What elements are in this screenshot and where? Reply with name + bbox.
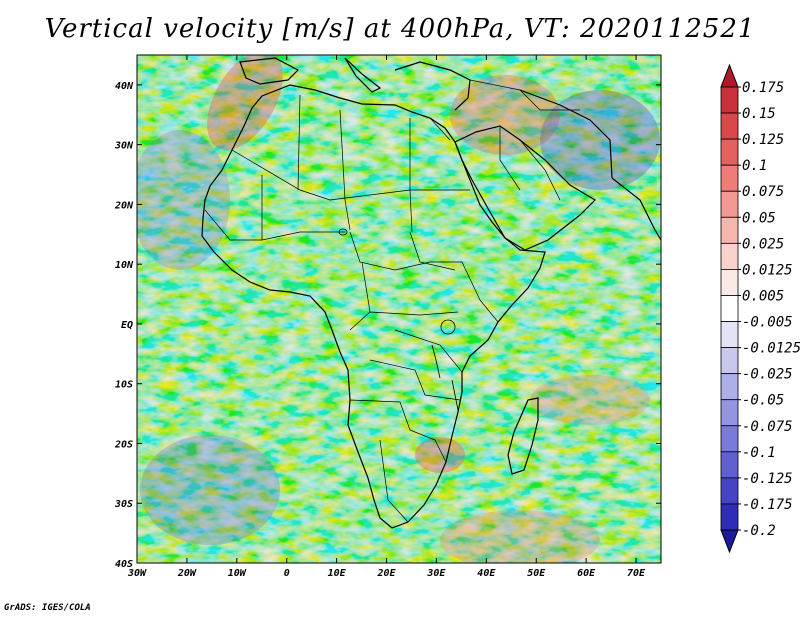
colorbar-segment <box>720 269 739 296</box>
colorbar-segment <box>720 164 739 192</box>
colorbar-segment <box>720 190 739 218</box>
iberia-coastline <box>239 57 300 85</box>
colorbar-label: 0.025 <box>742 236 784 252</box>
lat-tick-label: 40S <box>115 559 133 570</box>
lon-tick-label: 70E <box>627 568 646 579</box>
colorbar-label: 0.005 <box>742 288 784 304</box>
colorbar-segment <box>720 503 739 531</box>
colorbar-label: -0.025 <box>742 367 793 383</box>
lon-tick-label: 50E <box>527 568 546 579</box>
lake-malawi <box>451 379 459 411</box>
lat-tick-label: 10N <box>115 260 134 271</box>
lon-tick-label: 30E <box>426 568 446 579</box>
mediterranean-east-coastline <box>394 61 471 111</box>
arabia-coastline <box>454 125 596 251</box>
lat-tick-label: 20N <box>114 200 134 211</box>
lat-tick-label: 20S <box>114 439 133 450</box>
lat-tick-label: 30S <box>114 499 133 510</box>
lake-tanganyika <box>431 344 441 379</box>
colorbar: 0.175 0.15 0.125 0.1 0.075 0.05 0.025 0.0125 0.0… <box>720 63 800 554</box>
lat-tick-label: EQ <box>121 320 133 331</box>
colorbar-segment <box>720 242 739 270</box>
lon-tick-label: 10E <box>328 568 347 579</box>
colorbar-segment <box>720 216 739 244</box>
lon-tick-label: 60E <box>577 568 596 579</box>
colorbar-label: 0.125 <box>742 132 784 148</box>
chart-title: Vertical velocity [m/s] at 400hPa, VT: 2… <box>44 14 756 44</box>
colorbar-segment <box>720 112 739 140</box>
lake-victoria <box>440 319 456 335</box>
colorbar-label: -0.1 <box>742 445 776 461</box>
colorbar-label: 0.175 <box>742 80 784 96</box>
colorbar-label: 0.1 <box>742 158 767 174</box>
colorbar-segment <box>720 347 739 375</box>
colorbar-segment <box>720 373 739 401</box>
velocity-field <box>137 55 661 563</box>
coastlines <box>201 57 661 529</box>
colorbar-segment <box>720 321 739 348</box>
plot-frame <box>136 54 662 564</box>
lakes <box>338 228 459 411</box>
lon-tick-label: 40E <box>477 568 496 579</box>
lon-tick-label: 20E <box>376 568 396 579</box>
border-lines <box>204 79 580 523</box>
lon-tick-label: 20W <box>177 568 197 579</box>
colorbar-label: -0.125 <box>742 471 793 487</box>
lat-tick-label: 30N <box>114 141 134 152</box>
country-borders <box>204 79 580 523</box>
india-coastline <box>611 177 661 241</box>
africa-coastline <box>201 84 546 529</box>
colorbar-segment <box>720 399 739 427</box>
colorbar-label: -0.0125 <box>742 341 800 357</box>
latitude-ticks: 40N 30N 20N 10N EQ 10S 20S 30S 40S <box>114 81 661 570</box>
lon-tick-label: 10W <box>228 568 247 579</box>
lon-tick-label: 30W <box>127 568 147 579</box>
colorbar-segment <box>720 477 739 505</box>
colorbar-label: -0.175 <box>742 497 793 513</box>
colorbar-label: 0.15 <box>742 106 776 122</box>
colorbar-label: 0.05 <box>742 210 776 226</box>
lake-chad <box>338 228 348 236</box>
colorbar-segment <box>720 295 739 322</box>
colorbar-label: -0.05 <box>742 393 784 409</box>
lon-tick-label: 0 <box>284 568 290 579</box>
colorbar-label: 0.0125 <box>742 262 793 278</box>
colorbar-segment <box>720 425 739 453</box>
lat-tick-label: 40N <box>115 81 134 92</box>
colorbar-top-arrow <box>720 63 739 88</box>
italy-coastline <box>344 57 382 93</box>
colorbar-label: 0.075 <box>742 184 784 200</box>
colorbar-label: -0.075 <box>742 419 793 435</box>
persia-coastline <box>519 89 613 179</box>
colorbar-segment <box>720 86 739 114</box>
colorbar-segment <box>720 138 739 166</box>
colorbar-segment <box>720 451 739 479</box>
longitude-ticks: 30W 20W 10W 0 10E 20E 30E 40E 50E 60E 70E <box>127 55 646 579</box>
lat-tick-label: 10S <box>115 380 133 391</box>
grads-footer: GrADS: IGES/COLA <box>4 603 91 613</box>
madagascar-coastline <box>507 397 539 475</box>
colorbar-label: -0.005 <box>742 315 793 331</box>
colorbar-bottom-arrow <box>720 529 739 554</box>
colorbar-label: -0.2 <box>742 523 776 539</box>
